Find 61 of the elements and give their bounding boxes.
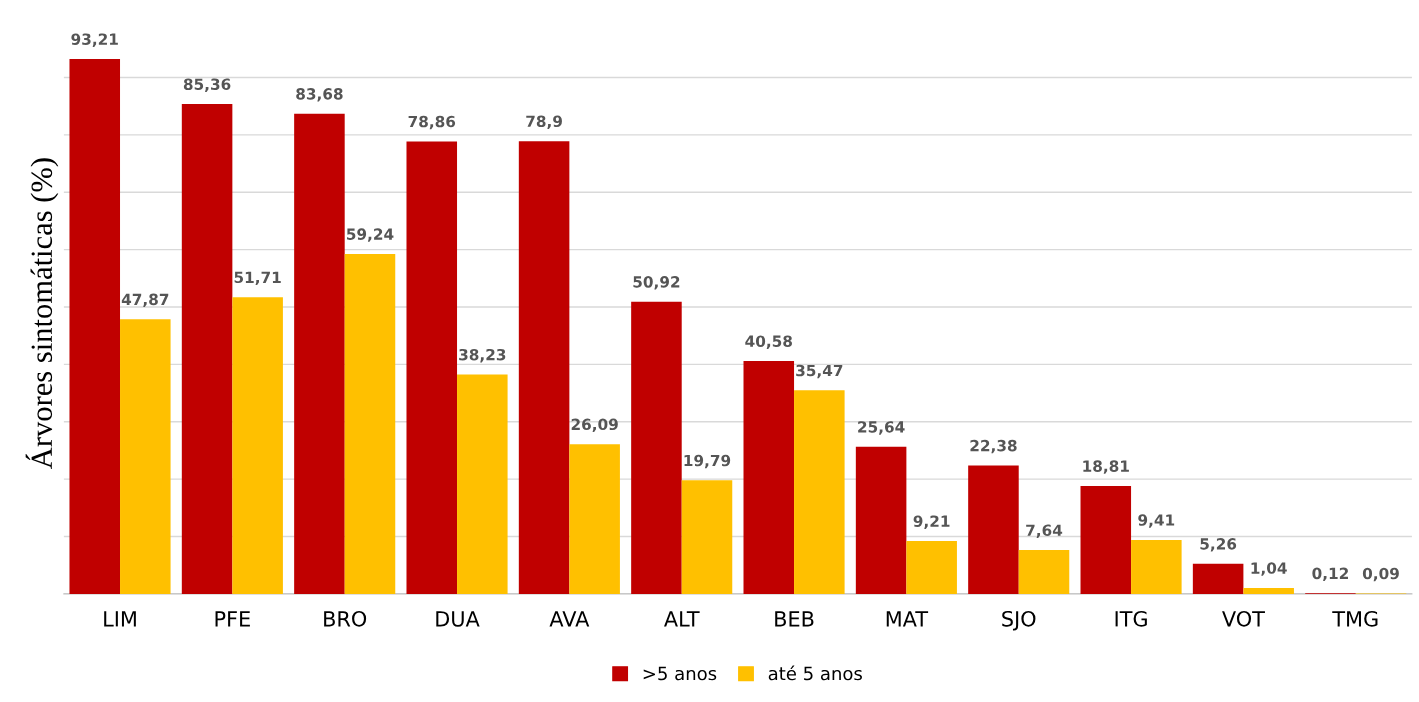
data-label: 47,87 [121,293,169,308]
data-label: 18,81 [1083,460,1129,474]
data-label: 1,04 [1251,562,1287,576]
data-label: 19,79 [684,454,731,469]
x-tick-label: LIM [104,611,136,627]
data-label: 5,26 [1200,538,1237,552]
data-label: 83,68 [296,88,343,102]
data-label: 78,86 [408,115,456,130]
data-label: 40,58 [745,335,792,349]
bar [232,297,283,594]
bar [294,113,345,594]
bar [794,390,845,594]
x-tick-label: DUA [436,611,480,627]
data-label: 0,09 [1362,567,1399,582]
x-tick-label: AVA [549,611,590,627]
data-label: 0,12 [1312,567,1348,582]
data-label: 78,9 [526,115,562,130]
data-label: 85,36 [183,78,231,92]
x-tick-label: TMG [1332,610,1378,627]
bar [968,465,1019,594]
x-tick-label: ITG [1115,610,1147,627]
bar [569,444,620,594]
y-axis-title: Árvores sintomáticas (%) [25,158,59,469]
data-label: 26,09 [571,418,618,433]
bar [743,361,795,594]
data-label: 7,64 [1026,524,1063,538]
x-tick-label: BEB [775,611,814,627]
x-tick-label: VOT [1222,610,1265,627]
data-label: 59,24 [346,228,394,242]
bar [1131,539,1182,594]
x-tick-label: SJO [1002,610,1036,631]
bar [457,374,508,594]
bar [631,301,682,594]
bar [1018,550,1070,594]
legend-label: até 5 anos [768,665,862,681]
data-label: 22,38 [970,439,1017,454]
bar [906,541,957,594]
bar [181,104,233,594]
data-label: 35,47 [796,364,843,379]
data-label: 38,23 [459,348,506,363]
bar [681,480,733,594]
data-label: 9,41 [1138,514,1175,528]
bar [855,446,907,594]
bar [1192,563,1244,594]
legend-label: >5 anos [643,666,717,681]
bar [344,253,396,594]
x-tick-label: MAT [886,611,929,627]
x-tick-label: ALT [664,611,700,627]
bar [120,319,171,594]
data-label: 93,21 [71,33,118,47]
bar [69,59,121,594]
data-label: 50,92 [633,276,680,290]
data-label: 25,64 [858,421,905,435]
bar [406,141,458,594]
bar [1080,485,1132,594]
x-tick-label: PFE [215,611,250,627]
x-tick-label: BRO [324,610,367,627]
data-label: 51,71 [234,271,281,286]
bar [1243,587,1294,594]
bar [518,141,570,594]
data-label: 9,21 [913,515,950,529]
